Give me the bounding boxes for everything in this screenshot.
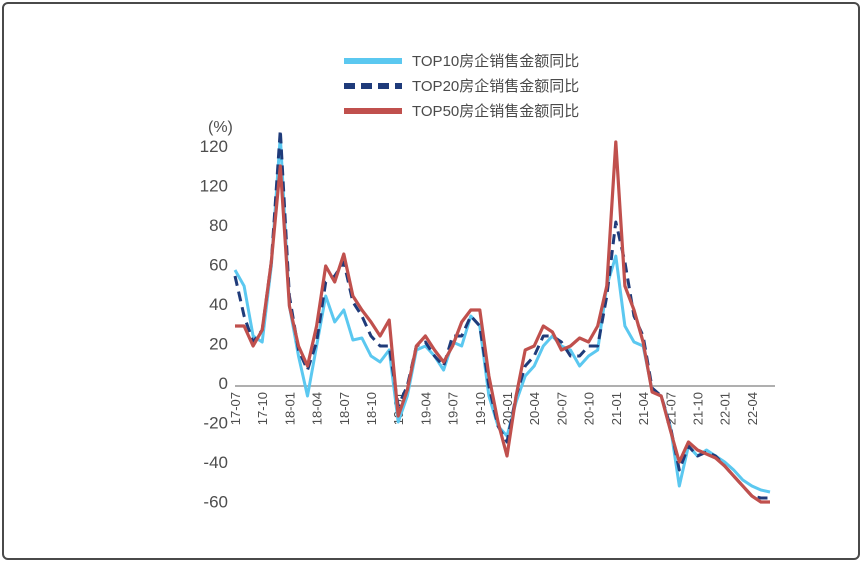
legend-label-top20: TOP20房企销售金额同比: [412, 78, 580, 95]
legend-label-top50: TOP50房企销售金额同比: [412, 103, 580, 120]
y-unit-label: (%): [208, 119, 233, 136]
legend-swatch-top20: [344, 82, 402, 89]
x-tick-label: 21-10: [690, 392, 705, 425]
x-tick-label: 19-07: [446, 392, 461, 425]
y-tick-label: 40: [209, 295, 228, 314]
legend-swatch-top50: [344, 107, 402, 114]
legend-item-top50: TOP50房企销售金额同比: [344, 98, 644, 123]
x-tick-label: 22-04: [745, 392, 760, 425]
legend-item-top20: TOP20房企销售金额同比: [344, 73, 644, 98]
legend-label-top10: TOP10房企销售金额同比: [412, 53, 580, 70]
x-tick-label: 22-01: [718, 392, 733, 425]
x-tick-label: 18-10: [364, 392, 379, 425]
y-tick-label: -60: [203, 493, 228, 512]
x-tick-label: 20-10: [582, 392, 597, 425]
x-tick-label: 19-10: [473, 392, 488, 425]
x-tick-label: 18-01: [282, 392, 297, 425]
x-tick-label: 21-01: [609, 392, 624, 425]
x-tick-label: 18-07: [337, 392, 352, 425]
y-tick-label: 20: [209, 335, 228, 354]
y-tick-label: -20: [203, 414, 228, 433]
y-tick-label: 120: [200, 177, 228, 196]
x-tick-label: 19-04: [418, 392, 433, 425]
y-tick-label: -40: [203, 453, 228, 472]
x-tick-label: 20-07: [554, 392, 569, 425]
x-tick-label: 18-04: [310, 392, 325, 425]
y-tick-label: 0: [219, 374, 228, 393]
x-tick-label: 17-07: [228, 392, 243, 425]
y-tick-label: 80: [209, 216, 228, 235]
x-tick-label: 20-04: [527, 392, 542, 425]
chart-frame: [2, 2, 860, 560]
y-tick-label: 60: [209, 256, 228, 275]
legend-item-top10: TOP10房企销售金额同比: [344, 48, 644, 73]
x-tick-label: 21-04: [636, 392, 651, 425]
y-tick-label: 120: [200, 137, 228, 156]
x-tick-label: 17-10: [255, 392, 270, 425]
legend-swatch-top10: [344, 57, 402, 64]
series-line-top50: [235, 140, 770, 504]
chart-legend: TOP10房企销售金额同比 TOP20房企销售金额同比 TOP50房企销售金额同…: [344, 48, 644, 123]
